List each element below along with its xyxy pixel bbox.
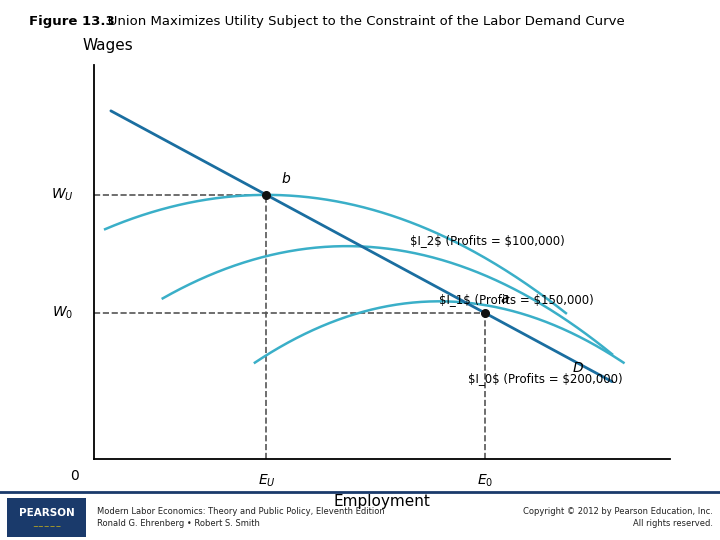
Text: $b$: $b$ <box>281 171 291 186</box>
Text: All rights reserved.: All rights reserved. <box>633 519 713 529</box>
Text: Union Maximizes Utility Subject to the Constraint of the Labor Demand Curve: Union Maximizes Utility Subject to the C… <box>95 15 625 28</box>
Text: $E_0$: $E_0$ <box>477 473 493 489</box>
Text: $I_0$ (Profits = $200,000): $I_0$ (Profits = $200,000) <box>468 372 623 385</box>
Text: $a$: $a$ <box>500 292 509 306</box>
Text: Employment: Employment <box>333 495 430 509</box>
Text: $W_U$: $W_U$ <box>51 187 73 203</box>
Text: $D$: $D$ <box>572 361 584 375</box>
Text: Wages: Wages <box>82 38 132 53</box>
Text: ~~~~~: ~~~~~ <box>32 524 61 531</box>
Text: Copyright © 2012 by Pearson Education, Inc.: Copyright © 2012 by Pearson Education, I… <box>523 507 713 516</box>
Text: 0: 0 <box>71 469 79 483</box>
Text: Figure 13.3: Figure 13.3 <box>29 15 114 28</box>
Text: $I_2$ (Profits = $100,000): $I_2$ (Profits = $100,000) <box>410 234 565 247</box>
Text: Ronald G. Ehrenberg • Robert S. Smith: Ronald G. Ehrenberg • Robert S. Smith <box>97 519 260 529</box>
Text: PEARSON: PEARSON <box>19 508 75 518</box>
Text: $I_1$ (Profits = $150,000): $I_1$ (Profits = $150,000) <box>439 293 594 306</box>
Text: $E_U$: $E_U$ <box>258 473 275 489</box>
Text: Modern Labor Economics: Theory and Public Policy, Eleventh Edition: Modern Labor Economics: Theory and Publi… <box>97 507 385 516</box>
Text: $W_0$: $W_0$ <box>53 305 73 321</box>
